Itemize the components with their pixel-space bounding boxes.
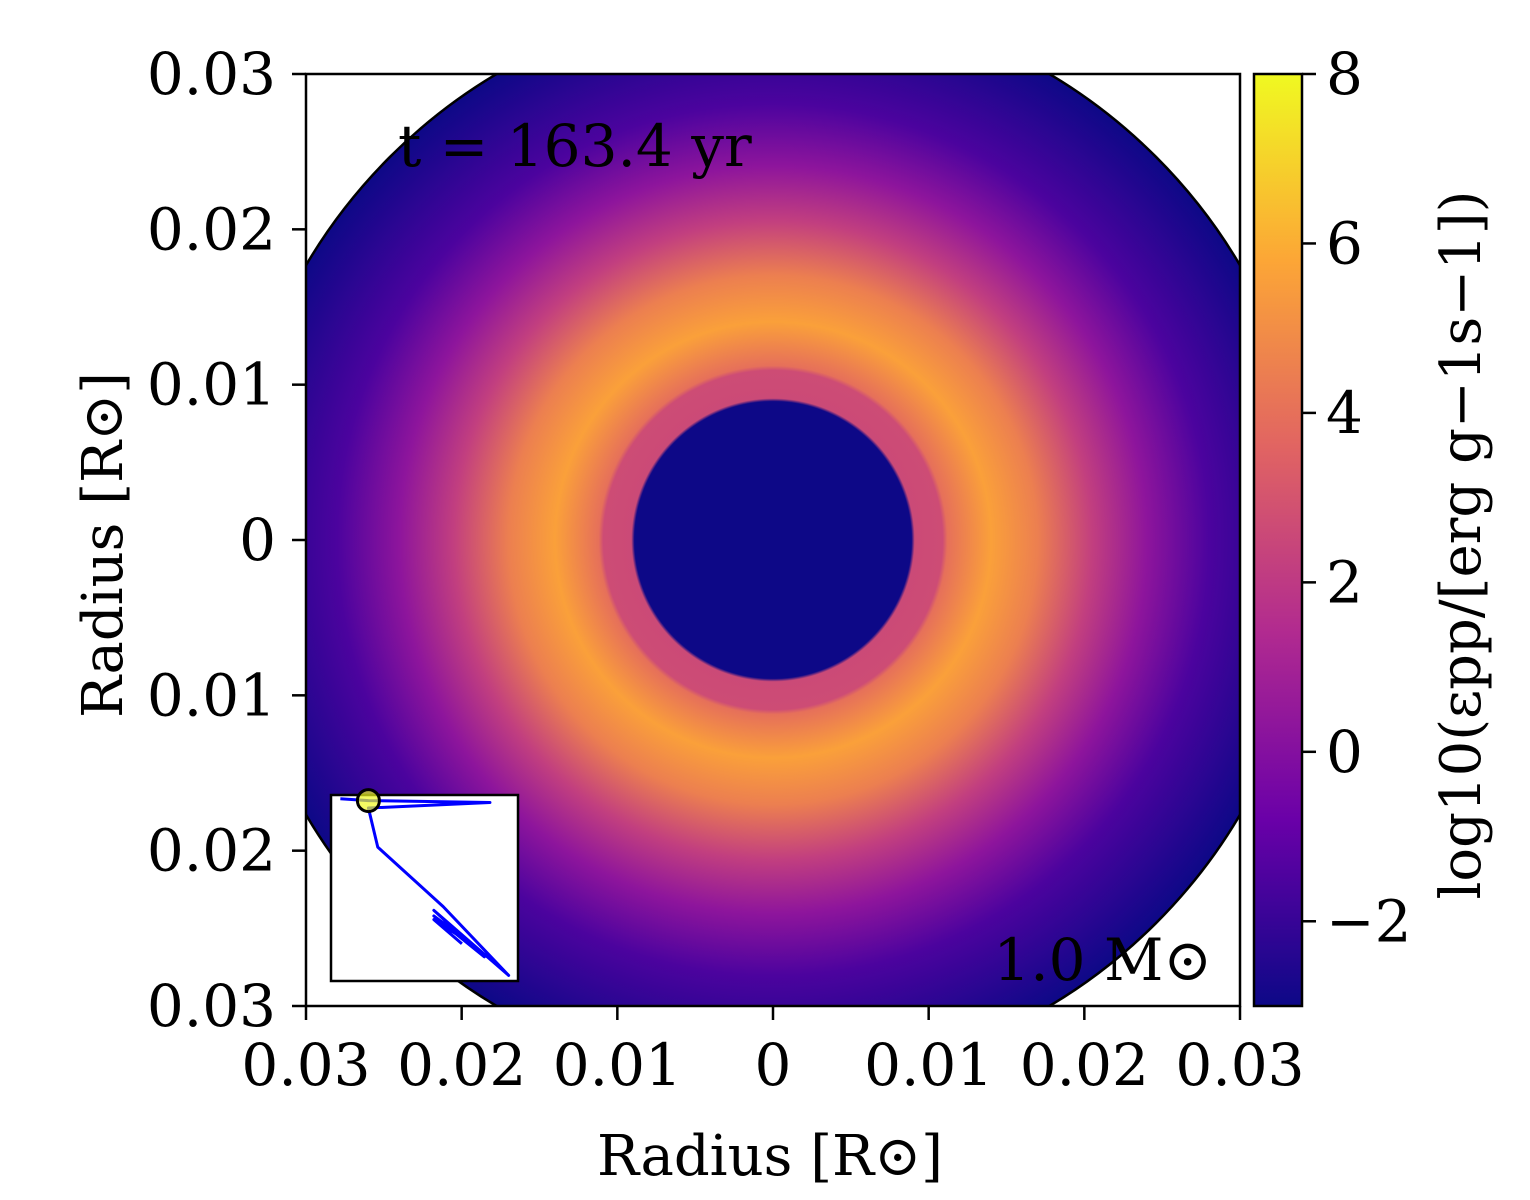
colorbar: −2 0 2 4 6 8 log10(εpp/[erg g−1s−1])	[1252, 40, 1494, 1008]
colorbar-tick-label: −2	[1326, 887, 1412, 955]
star-disk	[306, 74, 1240, 1006]
inset-current-marker	[355, 788, 381, 814]
y-tick-label: 0.03	[147, 40, 276, 108]
x-axis-label: Radius [R⊙]	[597, 1124, 943, 1189]
colorbar-tick-label: 4	[1326, 379, 1363, 447]
colorbar-tick-label: 6	[1326, 209, 1363, 277]
x-tick-label: 0.02	[397, 1031, 526, 1099]
colorbar-tick-label: 2	[1326, 548, 1363, 616]
y-tick-label: 0	[239, 506, 276, 574]
y-axis-ticks: 0.03 0.02 0.01 0 0.01 0.02 0.03	[147, 40, 306, 1040]
y-tick-label: 0.01	[147, 661, 276, 729]
inset-plot	[329, 788, 520, 983]
x-axis-ticks: 0.03 0.02 0.01 0 0.01 0.02 0.03	[241, 1006, 1305, 1099]
y-tick-label: 0.03	[147, 972, 276, 1040]
main-plot: t = 163.4 yr 1.0 M⊙ 0.03 0.02 0.01 0 0.01 0.0…	[71, 40, 1305, 1189]
y-tick-label: 0.02	[147, 817, 276, 885]
x-tick-label: 0.03	[1175, 1031, 1304, 1099]
x-tick-label: 0.01	[864, 1031, 993, 1099]
x-tick-label: 0	[755, 1031, 792, 1099]
colorbar-fill	[1252, 72, 1304, 1008]
y-tick-label: 0.02	[147, 195, 276, 263]
colorbar-label: log10(εpp/[erg g−1s−1])	[1429, 191, 1494, 900]
y-tick-label: 0.01	[147, 351, 276, 419]
time-annotation: t = 163.4 yr	[398, 112, 752, 180]
mass-annotation: 1.0 M⊙	[993, 926, 1212, 994]
colorbar-tick-label: 0	[1326, 718, 1363, 786]
colorbar-ticks: −2 0 2 4 6 8	[1302, 40, 1412, 955]
x-tick-label: 0.03	[241, 1031, 370, 1099]
y-axis-label: Radius [R⊙]	[71, 372, 136, 718]
x-tick-label: 0.02	[1020, 1031, 1149, 1099]
x-tick-label: 0.01	[553, 1031, 682, 1099]
inset-track-line	[340, 797, 511, 977]
colorbar-tick-label: 8	[1326, 40, 1363, 108]
